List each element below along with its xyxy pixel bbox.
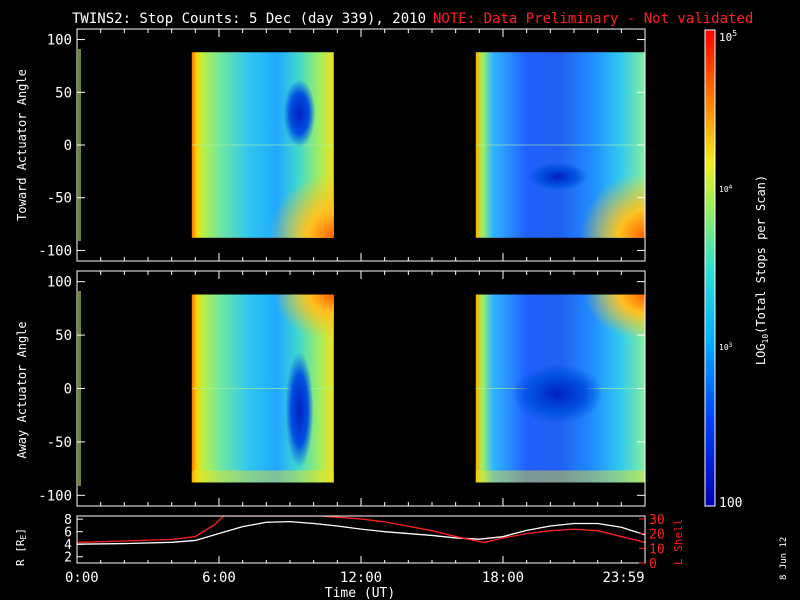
- y-tick-label: 50: [55, 328, 72, 344]
- colorbar-label-1e3: 103: [719, 342, 733, 352]
- left-tick-label: 4: [64, 538, 72, 553]
- left-tick-label: 2: [64, 551, 72, 566]
- colorbar-label-1e4: 104: [719, 184, 733, 194]
- left-tick-label: 8: [64, 513, 72, 528]
- warm-band: [191, 470, 334, 483]
- preliminary-note: NOTE: Data Preliminary - Not validated: [433, 11, 753, 27]
- warm-corner: [584, 294, 645, 340]
- x-tick-label: 12:00: [340, 570, 382, 586]
- x-tick-label: 23:59: [602, 570, 644, 586]
- right-tick-label: 30: [649, 513, 665, 528]
- time-axis-label: Time (UT): [325, 586, 395, 600]
- minimum-blob: [512, 363, 603, 424]
- colorbar-gradient: [704, 29, 716, 507]
- r-axis-label: R [RE]: [14, 528, 28, 566]
- toward-heatmap-panel: 100 50 0 -50 -100: [38, 28, 646, 262]
- y-tick-label: -100: [38, 243, 72, 259]
- warm-corner: [273, 294, 334, 340]
- right-tick-label: 20: [649, 528, 665, 543]
- y-tick-label: 100: [47, 33, 72, 49]
- y-tick-label: -50: [47, 191, 72, 207]
- right-tick-label: 0: [649, 557, 657, 572]
- l-shell-series-line: [77, 516, 645, 544]
- toward-ylabel: Toward Actuator Angle: [15, 69, 29, 221]
- x-tick-label: 0:00: [65, 570, 99, 586]
- l-shell-axis-label: L Shell: [672, 519, 685, 565]
- warm-corner: [268, 172, 334, 238]
- away-heatmap-panel: 100 50 0 -50 -100: [38, 270, 646, 507]
- plot-title: TWINS2: Stop Counts: 5 Dec (day 339), 20…: [72, 11, 426, 27]
- warm-corner: [579, 172, 645, 238]
- y-tick-label: 100: [47, 275, 72, 291]
- colorbar-top-label: 105: [719, 29, 737, 44]
- y-tick-label: 0: [64, 382, 72, 398]
- minimum-blob: [283, 79, 316, 148]
- away-ylabel: Away Actuator Angle: [15, 321, 29, 458]
- warm-band: [475, 470, 645, 483]
- right-tick-label: 10: [649, 542, 665, 557]
- minimum-blob: [527, 162, 588, 191]
- x-tick-label: 6:00: [202, 570, 236, 586]
- left-tick-label: 6: [64, 526, 72, 541]
- colorbar-axis-label: LOG10(Total Stops per Scan): [754, 175, 770, 365]
- y-tick-label: -100: [38, 488, 72, 504]
- minimum-blob: [285, 351, 314, 468]
- date-stamp: 8 Jun 12: [779, 537, 789, 580]
- y-tick-label: 0: [64, 138, 72, 154]
- colorbar: 105 104 103 100 LOG10(Total Stops per Sc…: [704, 29, 770, 511]
- y-tick-label: -50: [47, 435, 72, 451]
- colorbar-bottom-label: 100: [719, 496, 742, 511]
- x-tick-label: 18:00: [482, 570, 524, 586]
- r-series-line: [77, 520, 645, 545]
- y-tick-label: 50: [55, 85, 72, 101]
